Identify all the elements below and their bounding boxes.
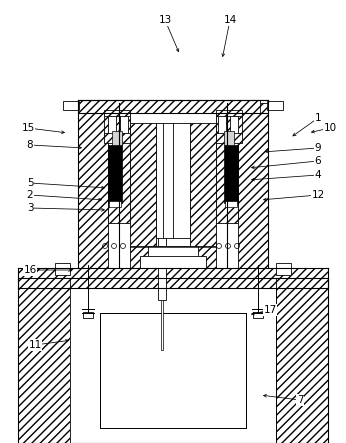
Bar (161, 300, 163, 350)
Bar (190, 123, 216, 248)
Text: 4: 4 (315, 170, 321, 180)
Text: 17: 17 (263, 305, 276, 315)
Text: 1: 1 (315, 113, 321, 123)
Text: 2: 2 (27, 190, 33, 200)
Bar (104, 113, 130, 135)
Bar (130, 246, 216, 268)
Bar (253, 312, 263, 318)
Bar (120, 111, 128, 137)
Bar (148, 246, 198, 268)
Bar (63, 101, 79, 110)
Text: 11: 11 (28, 340, 42, 350)
Bar (140, 256, 206, 268)
Bar (218, 111, 226, 137)
Text: 3: 3 (27, 203, 33, 213)
Bar (108, 111, 116, 137)
Bar (276, 278, 328, 443)
Text: 15: 15 (21, 123, 35, 133)
Text: 9: 9 (315, 143, 321, 153)
Bar (216, 110, 242, 116)
Text: 16: 16 (24, 265, 37, 275)
Bar (276, 263, 291, 275)
Text: 6: 6 (315, 156, 321, 166)
Bar (108, 145, 122, 203)
Bar (18, 268, 328, 288)
Bar (216, 113, 242, 135)
Bar (224, 131, 234, 145)
Bar (224, 145, 238, 203)
Bar (225, 201, 237, 207)
Bar (78, 100, 260, 113)
Bar (83, 312, 93, 318)
Bar (100, 313, 246, 428)
Bar (78, 103, 108, 268)
Text: 5: 5 (27, 178, 33, 188)
Bar (158, 205, 166, 300)
Bar (267, 101, 283, 110)
Bar (108, 118, 130, 223)
Bar (109, 201, 121, 207)
Bar (216, 118, 238, 223)
Text: 12: 12 (311, 190, 325, 200)
Bar (70, 280, 276, 443)
Bar (238, 103, 268, 268)
Bar (104, 133, 130, 143)
Bar (230, 111, 238, 137)
Bar (216, 133, 242, 143)
Bar (156, 123, 190, 238)
Bar (104, 110, 130, 116)
Bar (112, 131, 122, 145)
Text: 8: 8 (27, 140, 33, 150)
Text: 13: 13 (158, 15, 172, 25)
Bar (130, 123, 156, 248)
Bar (55, 263, 70, 275)
Bar (18, 278, 70, 443)
Text: 14: 14 (224, 15, 237, 25)
Text: 10: 10 (324, 123, 337, 133)
Text: 7: 7 (297, 395, 303, 405)
